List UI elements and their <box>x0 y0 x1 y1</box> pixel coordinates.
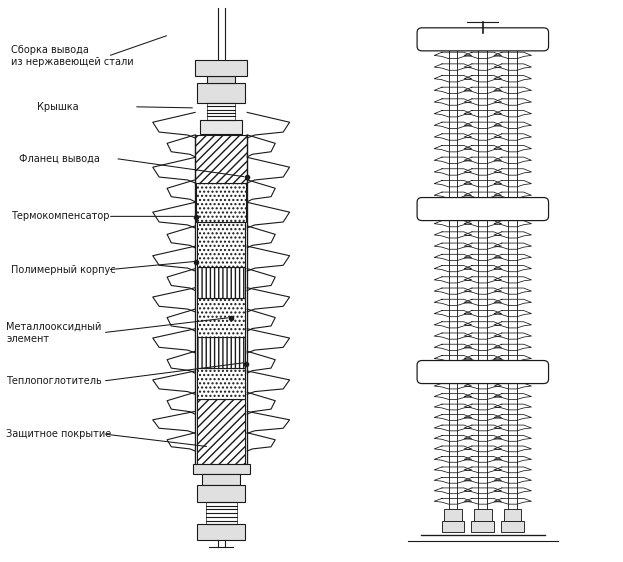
Bar <box>207 76 235 83</box>
Bar <box>193 464 250 474</box>
Bar <box>195 135 247 183</box>
Bar <box>197 485 245 502</box>
Bar <box>442 521 464 532</box>
Bar <box>197 524 245 540</box>
FancyBboxPatch shape <box>417 28 549 51</box>
Text: Сборка вывода
из нержавеющей стали: Сборка вывода из нержавеющей стали <box>11 46 134 67</box>
Bar <box>197 337 245 368</box>
FancyBboxPatch shape <box>417 197 549 220</box>
Bar <box>197 368 245 399</box>
Bar <box>197 222 245 267</box>
Bar <box>197 298 245 337</box>
Bar <box>197 83 245 103</box>
Text: Крышка: Крышка <box>37 102 79 112</box>
Bar <box>195 60 247 76</box>
Text: Термокомпенсатор: Термокомпенсатор <box>11 211 110 221</box>
Bar <box>472 521 494 532</box>
Text: Полимерный корпус: Полимерный корпус <box>11 265 116 275</box>
Bar <box>504 509 521 521</box>
Bar <box>197 267 245 298</box>
Bar <box>202 474 240 485</box>
Bar <box>474 509 492 521</box>
Text: Металлооксидный
элемент: Металлооксидный элемент <box>6 322 102 343</box>
Bar <box>196 183 246 222</box>
Bar <box>197 399 245 464</box>
Bar <box>444 509 462 521</box>
Text: Защитное покрытие: Защитное покрытие <box>6 429 112 439</box>
FancyBboxPatch shape <box>417 361 549 383</box>
Text: Фланец вывода: Фланец вывода <box>19 153 100 164</box>
Bar <box>502 521 524 532</box>
Bar <box>200 120 242 134</box>
Text: Теплопоглотитель: Теплопоглотитель <box>6 376 102 386</box>
